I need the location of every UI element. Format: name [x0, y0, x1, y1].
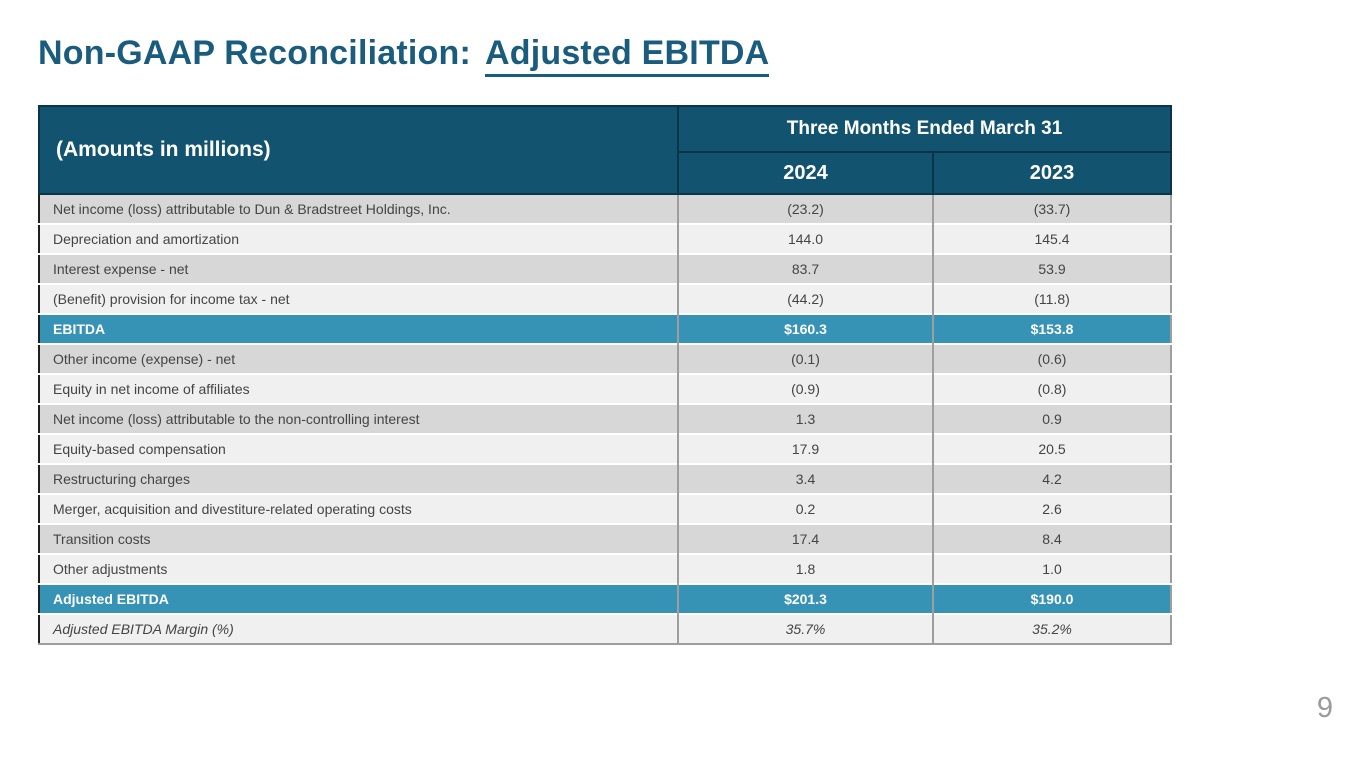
table-row: Restructuring charges 3.4 4.2: [39, 463, 1172, 494]
row-label: EBITDA: [39, 313, 678, 344]
row-label: (Benefit) provision for income tax - net: [39, 283, 678, 314]
table-row: Equity in net income of affiliates (0.9)(…: [39, 373, 1172, 404]
table-header: (Amounts in millions) Three Months Ended…: [38, 105, 1173, 195]
row-value-2023: 1.0: [931, 553, 1172, 584]
period-group-header: Three Months Ended March 31: [676, 105, 1173, 153]
row-value-2024: 0.2: [677, 493, 933, 524]
row-value-2024: 35.7%: [677, 613, 933, 644]
row-value-2024: 17.9: [677, 433, 933, 464]
row-value-2024: $160.3: [677, 313, 933, 344]
row-value-2023: (0.6): [931, 343, 1172, 374]
row-value-2023: (0.8): [931, 373, 1172, 404]
row-label: Other income (expense) - net: [39, 343, 678, 374]
row-value-2024: 3.4: [677, 463, 933, 494]
row-value-2024: 17.4: [677, 523, 933, 554]
row-value-2023: 0.9: [931, 403, 1172, 434]
row-label: Equity-based compensation: [39, 433, 678, 464]
row-value-2023: 2.6: [931, 493, 1172, 524]
row-label: Adjusted EBITDA: [39, 583, 678, 614]
table-row: Other income (expense) - net (0.1) (0.6): [39, 343, 1172, 374]
row-label: Merger, acquisition and divestiture-rela…: [39, 493, 678, 524]
row-label: Interest expense - net: [39, 253, 678, 284]
column-header-2024: 2024: [677, 151, 934, 195]
row-value-2024: 144.0: [677, 223, 933, 254]
row-value-2023: $190.0: [931, 583, 1172, 614]
row-value-2024: 1.8: [677, 553, 933, 584]
row-value-2024: (44.2): [677, 283, 933, 314]
row-label: Adjusted EBITDA Margin (%): [39, 613, 678, 644]
row-value-2024: 1.3: [677, 403, 933, 434]
row-value-2023: 35.2%: [931, 613, 1172, 644]
table-row: Net income (loss) attributable to Dun & …: [39, 193, 1172, 224]
row-label: Net income (loss) attributable to the no…: [39, 403, 678, 434]
row-label: Net income (loss) attributable to Dun & …: [39, 193, 678, 224]
corner-header-amounts-in-millions: (Amounts in millions): [38, 105, 679, 195]
page-title: Non-GAAP Reconciliation: Adjusted EBITDA: [38, 34, 770, 77]
row-value-2023: (11.8): [931, 283, 1172, 314]
table-row: Equity-based compensation 17.9 20.5: [39, 433, 1172, 464]
row-value-2024: (0.9): [677, 373, 933, 404]
table-row: Interest expense - net 83.7 53.9: [39, 253, 1172, 284]
table-row: Merger, acquisition and divestiture-rela…: [39, 493, 1172, 524]
table-row: Depreciation and amortization 144.0 145.4: [39, 223, 1172, 254]
table-row: Adjusted EBITDA $201.3 $190.0: [39, 583, 1172, 614]
row-label: Equity in net income of affiliates: [39, 373, 678, 404]
table-row: (Benefit) provision for income tax - net…: [39, 283, 1172, 314]
reconciliation-table: (Amounts in millions) Three Months Ended…: [38, 105, 1173, 645]
row-value-2023: $153.8: [931, 313, 1172, 344]
reconciliation-table-wrapper: (Amounts in millions) Three Months Ended…: [38, 105, 1173, 645]
table-body: Net income (loss) attributable to Dun & …: [39, 193, 1172, 644]
row-value-2024: (0.1): [677, 343, 933, 374]
row-value-2024: (23.2): [677, 193, 933, 224]
row-value-2024: 83.7: [677, 253, 933, 284]
row-label: Transition costs: [39, 523, 678, 554]
column-header-2023: 2023: [931, 151, 1173, 195]
row-value-2023: 145.4: [931, 223, 1172, 254]
table-row: EBITDA $160.3 $153.8: [39, 313, 1172, 344]
table-header-row-group: (Amounts in millions) Three Months Ended…: [38, 105, 1173, 195]
page-title-highlight: Adjusted EBITDA: [484, 34, 770, 77]
row-value-2023: 20.5: [931, 433, 1172, 464]
row-label: Other adjustments: [39, 553, 678, 584]
row-value-2023: 4.2: [931, 463, 1172, 494]
table-row: Adjusted EBITDA Margin (%) 35.7% 35.2%: [39, 613, 1172, 644]
row-value-2023: 53.9: [931, 253, 1172, 284]
table-header-row-years: 2024 2023: [39, 151, 1173, 195]
table-row: Transition costs 17.4 8.4: [39, 523, 1172, 554]
page-title-prefix: Non-GAAP Reconciliation:: [38, 34, 471, 72]
page-number: 9: [1316, 692, 1334, 724]
row-value-2023: (33.7): [931, 193, 1172, 224]
row-value-2023: 8.4: [931, 523, 1172, 554]
table-row: Other adjustments 1.8 1.0: [39, 553, 1172, 584]
table-row: Net income (loss) attributable to the no…: [39, 403, 1172, 434]
row-value-2024: $201.3: [677, 583, 933, 614]
row-label: Restructuring charges: [39, 463, 678, 494]
row-label: Depreciation and amortization: [39, 223, 678, 254]
